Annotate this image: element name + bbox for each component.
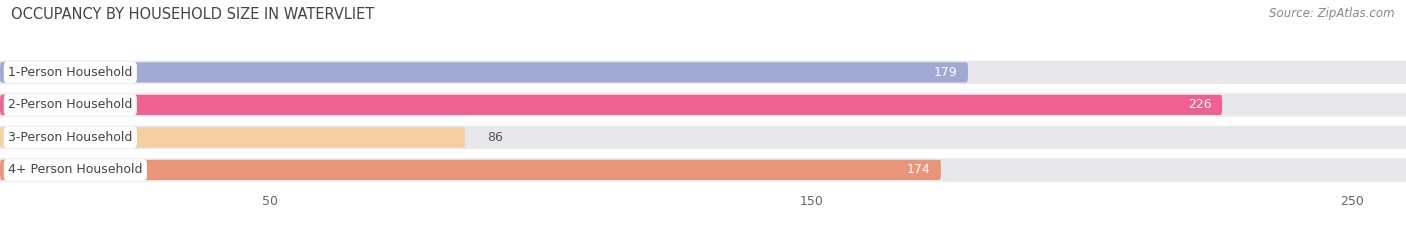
FancyBboxPatch shape [0,127,465,147]
FancyBboxPatch shape [0,93,1406,116]
FancyBboxPatch shape [0,61,1406,84]
Text: 4+ Person Household: 4+ Person Household [8,163,142,176]
Text: OCCUPANCY BY HOUSEHOLD SIZE IN WATERVLIET: OCCUPANCY BY HOUSEHOLD SIZE IN WATERVLIE… [11,7,374,22]
FancyBboxPatch shape [0,95,1222,115]
Text: Source: ZipAtlas.com: Source: ZipAtlas.com [1270,7,1395,20]
Text: 86: 86 [486,131,502,144]
Text: 3-Person Household: 3-Person Household [8,131,132,144]
Text: 174: 174 [907,163,931,176]
Text: 2-Person Household: 2-Person Household [8,98,132,111]
Text: 1-Person Household: 1-Person Household [8,66,132,79]
FancyBboxPatch shape [0,126,1406,149]
FancyBboxPatch shape [0,158,1406,182]
Text: 226: 226 [1188,98,1212,111]
FancyBboxPatch shape [0,62,967,82]
Text: 179: 179 [934,66,957,79]
FancyBboxPatch shape [0,160,941,180]
